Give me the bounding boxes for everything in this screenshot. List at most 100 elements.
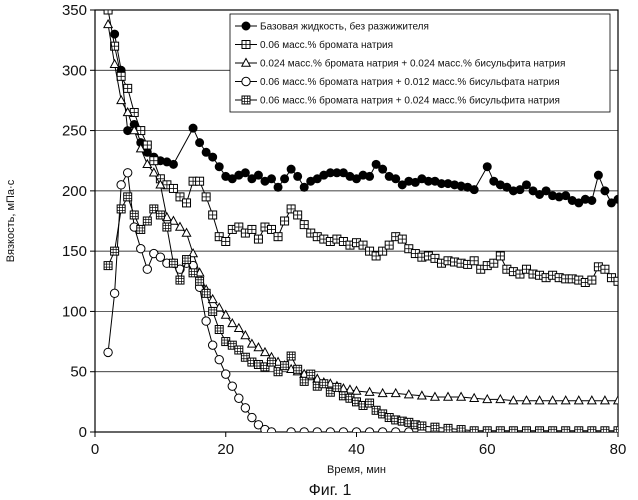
data-point: [482, 162, 492, 172]
data-point: [364, 427, 375, 432]
data-point: [560, 395, 571, 405]
y-tick-label: 50: [70, 364, 87, 381]
legend: Базовая жидкость, без разжижителя 0.06 ма…: [229, 13, 611, 113]
legend-marker: [241, 95, 251, 105]
data-point: [240, 168, 250, 178]
data-point: [515, 269, 525, 279]
data-point: [136, 224, 146, 234]
data-point: [208, 210, 218, 220]
data-point: [201, 147, 211, 157]
data-point: [221, 236, 231, 246]
x-axis-label: Время, мин: [327, 464, 386, 476]
data-point: [181, 227, 192, 237]
data-point: [521, 264, 531, 274]
data-point: [247, 412, 257, 423]
data-point: [267, 224, 277, 234]
data-point: [168, 183, 178, 193]
data-point: [103, 10, 113, 15]
data-point: [612, 395, 618, 405]
legend-label: 0.06 масс.% бромата натрия + 0.024 масс.…: [260, 95, 560, 107]
data-point: [587, 426, 597, 432]
data-point: [135, 143, 146, 153]
data-point: [253, 170, 263, 180]
data-point: [168, 215, 179, 225]
data-point: [188, 268, 198, 278]
data-point: [103, 18, 114, 29]
data-point: [122, 106, 133, 117]
data-point: [600, 264, 610, 274]
data-point: [155, 210, 165, 220]
data-point: [148, 167, 159, 177]
data-point: [378, 246, 388, 256]
data-point: [253, 342, 264, 352]
data-point: [391, 174, 401, 184]
data-point: [404, 417, 414, 427]
data-point: [247, 224, 257, 234]
data-point: [547, 395, 558, 405]
data-point: [299, 376, 309, 386]
data-point: [201, 192, 211, 202]
data-point: [613, 194, 618, 204]
data-point: [299, 220, 309, 230]
data-point: [162, 222, 172, 232]
data-point: [201, 316, 211, 326]
legend-label: 0.024 масс.% бромата натрия + 0.024 масс…: [260, 58, 565, 70]
data-point: [613, 276, 618, 286]
data-point: [600, 186, 610, 196]
data-point: [456, 425, 466, 432]
data-point: [587, 275, 597, 285]
y-tick-label: 0: [79, 424, 87, 441]
data-point: [344, 384, 356, 394]
data-point: [286, 204, 296, 214]
data-point: [116, 94, 127, 105]
data-point: [116, 204, 126, 214]
data-point: [208, 152, 218, 162]
data-point: [116, 180, 126, 190]
data-point: [573, 395, 584, 405]
data-point: [188, 248, 199, 258]
y-tick-label: 150: [62, 243, 87, 260]
data-point: [286, 351, 296, 361]
data-point: [443, 423, 453, 432]
data-point: [103, 261, 113, 271]
data-point: [208, 306, 218, 316]
data-point: [168, 258, 178, 268]
data-point: [548, 426, 558, 432]
legend-item: 0.024 масс.% бромата натрия + 0.024 масс…: [235, 57, 565, 70]
y-tick-label: 250: [62, 123, 87, 140]
data-point: [174, 221, 186, 231]
y-tick-label: 100: [62, 303, 87, 320]
x-tick-label: 60: [479, 441, 496, 458]
y-tick-label: 300: [62, 62, 87, 79]
data-point: [253, 359, 263, 369]
data-point: [142, 140, 152, 150]
data-point: [377, 387, 388, 398]
data-point: [182, 255, 192, 265]
data-point: [214, 325, 224, 335]
data-point: [534, 395, 545, 405]
data-point: [593, 170, 603, 180]
y-tick-label: 200: [62, 183, 87, 200]
data-point: [234, 222, 244, 232]
series-1: [110, 29, 618, 208]
data-point: [561, 191, 571, 201]
data-point: [521, 180, 531, 190]
legend-marker: [241, 21, 251, 31]
data-point: [351, 427, 362, 432]
data-point: [214, 162, 224, 172]
data-point: [417, 421, 427, 431]
data-point: [586, 395, 597, 405]
data-point: [234, 393, 244, 403]
data-point: [109, 288, 120, 299]
data-point: [214, 354, 224, 365]
series-5: [103, 192, 618, 432]
data-point: [267, 357, 277, 367]
legend-marker: [241, 40, 251, 49]
data-point: [312, 427, 322, 432]
data-point: [293, 171, 303, 181]
data-point: [495, 393, 506, 404]
data-point: [306, 369, 316, 379]
data-point: [260, 362, 270, 372]
legend-label: 0.06 масс.% бромата натрия: [260, 39, 393, 51]
